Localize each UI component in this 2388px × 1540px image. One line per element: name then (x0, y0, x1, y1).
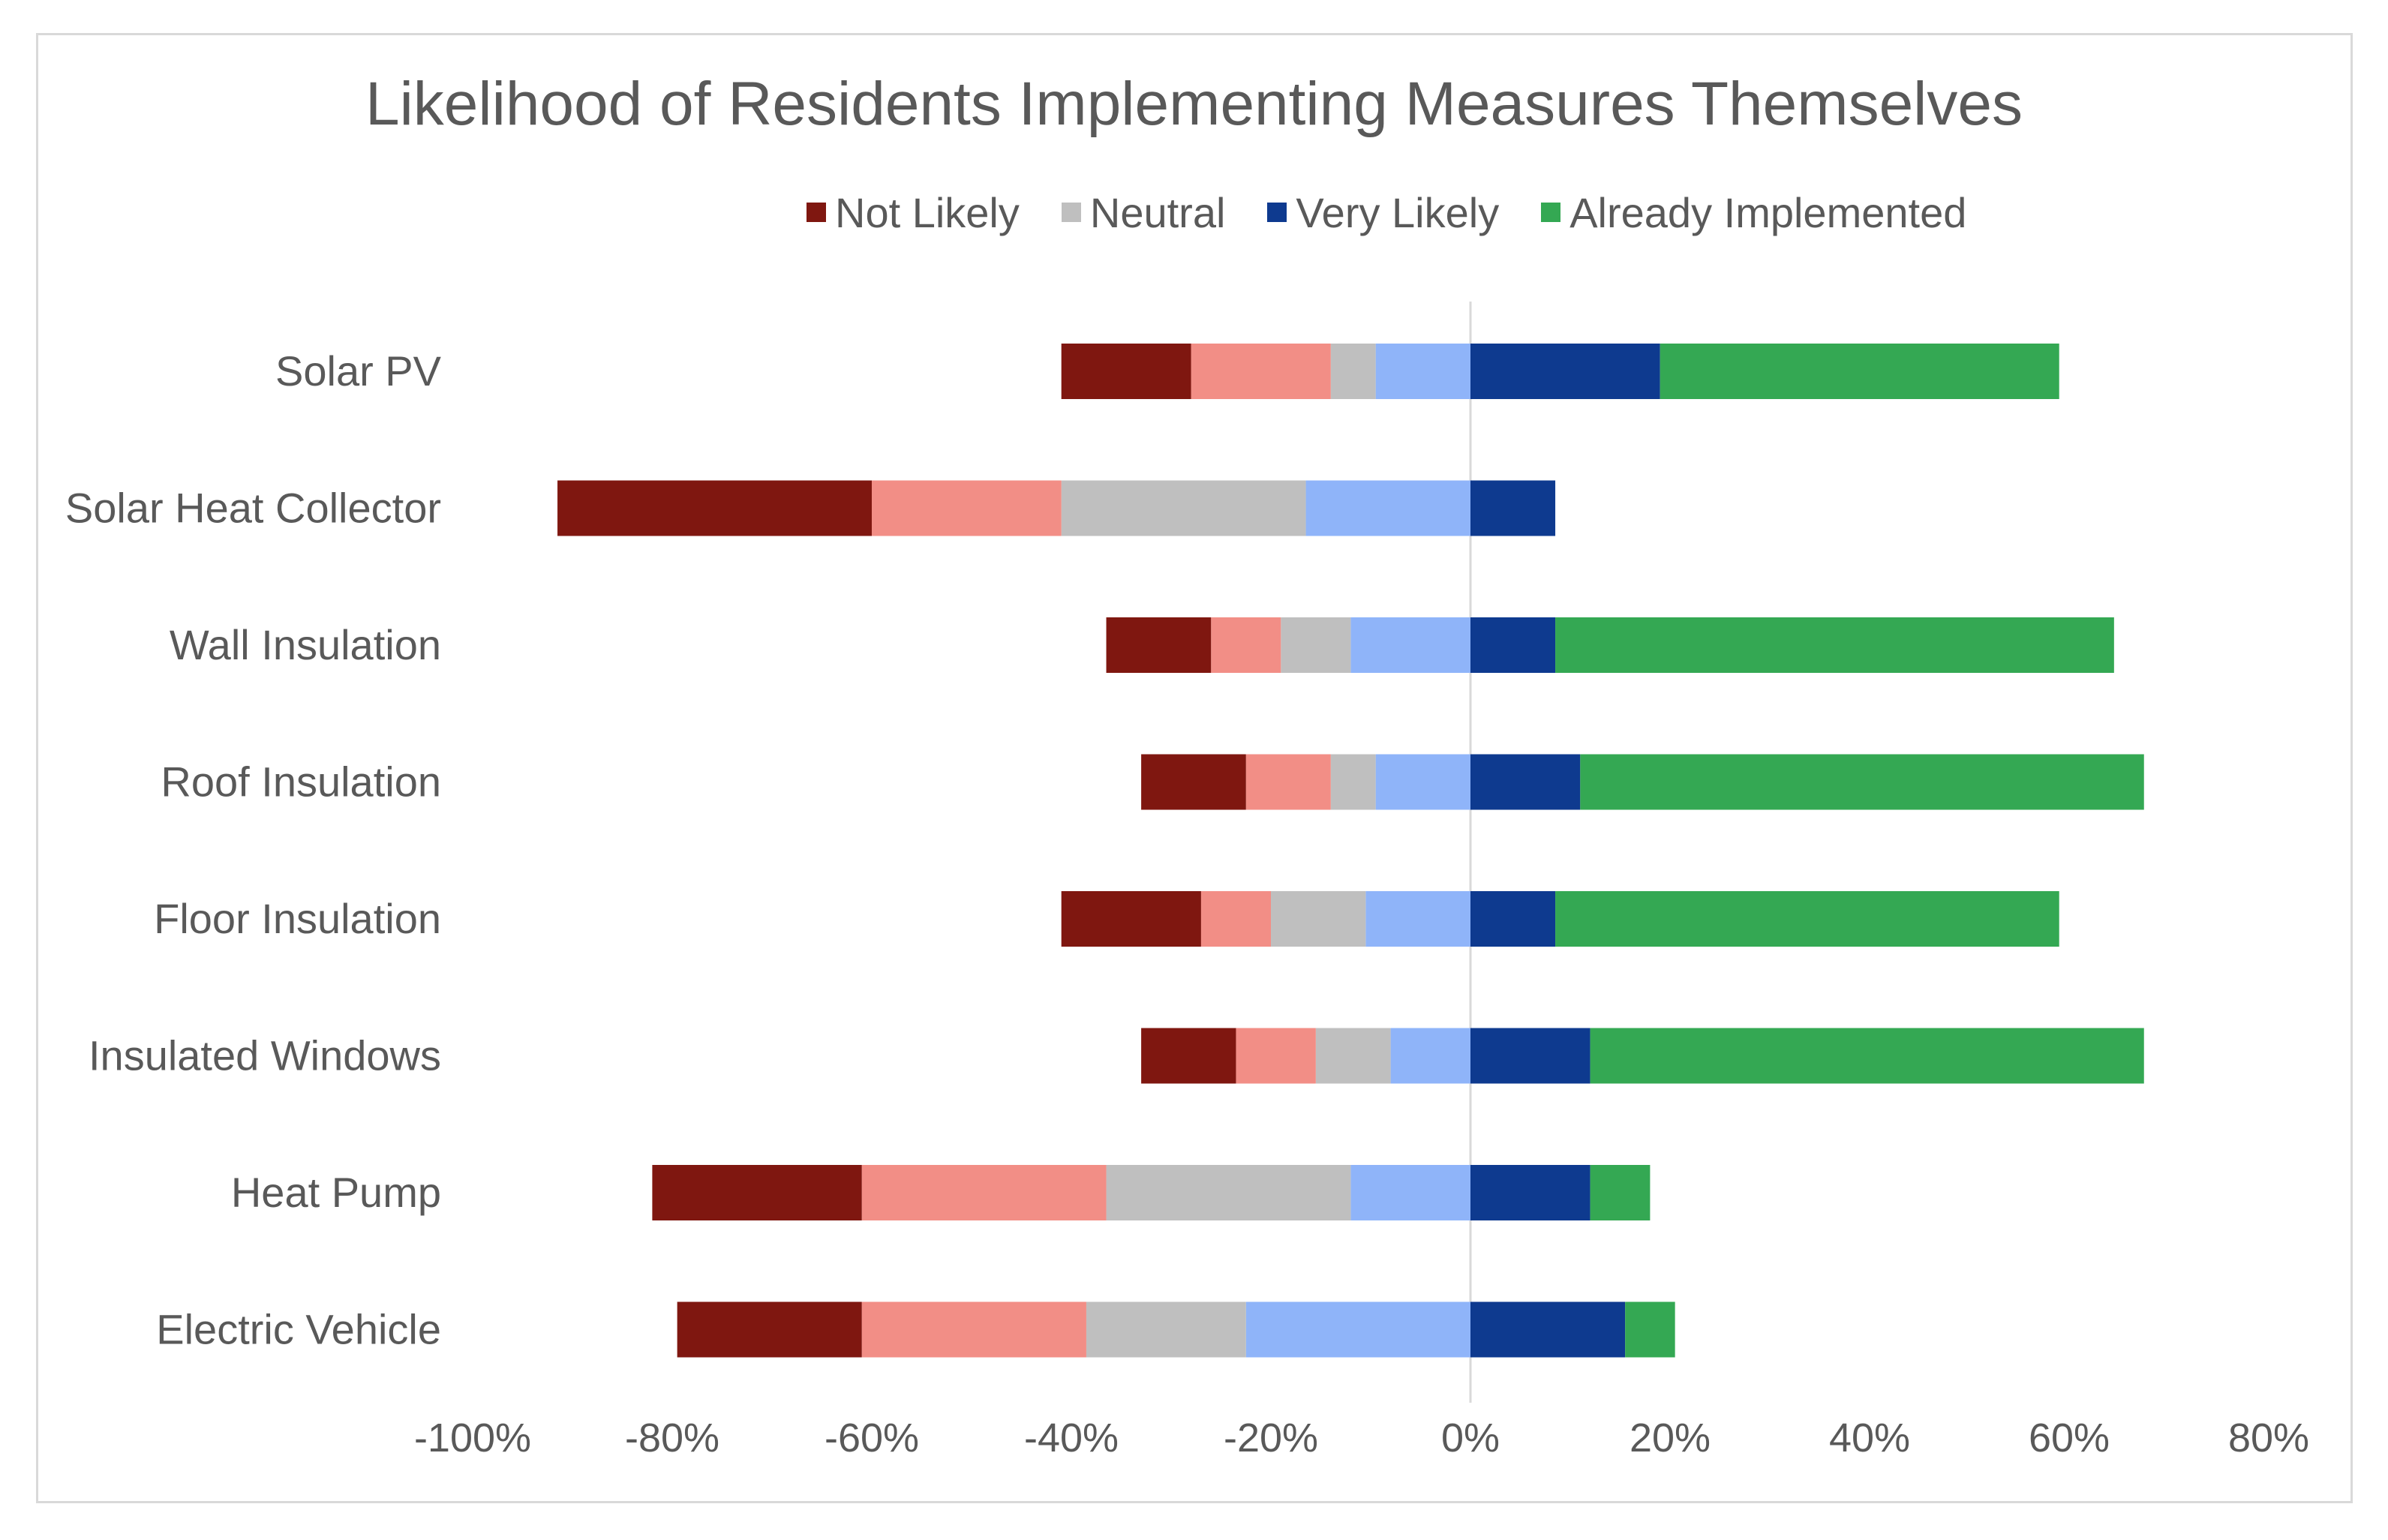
legend-label-not-likely: Not Likely (835, 188, 1020, 236)
category-label-solar-heat-collector: Solar Heat Collector (65, 485, 441, 532)
bar-roof-insulation-somewhat-likely (1375, 754, 1470, 810)
bar-wall-insulation-somewhat-unlikely (1211, 617, 1281, 673)
bar-insulated-windows-very-likely (1470, 1028, 1590, 1084)
category-label-wall-insulation: Wall Insulation (170, 621, 441, 668)
legend-label-neutral: Neutral (1089, 188, 1226, 236)
legend: Not Likely Neutral Very Likely Already I… (807, 186, 2008, 239)
chart-title: Likelihood of Residents Implementing Mea… (365, 70, 2023, 138)
category-label-floor-insulation: Floor Insulation (154, 895, 441, 942)
bar-heat-pump-not-likely (652, 1165, 862, 1220)
bar-electric-vehicle-already-implemented (1625, 1301, 1675, 1358)
bar-solar-pv-already-implemented (1660, 344, 2059, 399)
bar-floor-insulation-not-likely (1061, 891, 1201, 947)
bar-insulated-windows-somewhat-unlikely (1236, 1028, 1316, 1084)
bar-floor-insulation-already-implemented (1555, 891, 2059, 947)
bar-wall-insulation-already-implemented (1555, 617, 2114, 673)
bar-wall-insulation-neutral (1281, 617, 1351, 673)
bar-solar-pv-not-likely (1061, 344, 1191, 399)
bar-solar-pv-neutral (1330, 344, 1376, 399)
bar-solar-pv-somewhat-likely (1375, 344, 1470, 399)
bar-roof-insulation-not-likely (1141, 754, 1246, 810)
bar-wall-insulation-not-likely (1106, 617, 1212, 673)
x-tick-label: -100% (414, 1415, 531, 1460)
legend-label-very-likely: Very Likely (1296, 188, 1500, 236)
legend-item-not-likely: Not Likely (807, 188, 1020, 237)
bar-roof-insulation-very-likely (1470, 754, 1581, 810)
x-tick-label: -80% (625, 1415, 719, 1460)
legend-swatch-already-implemented (1541, 203, 1561, 222)
x-tick-label: 60% (2029, 1415, 2110, 1460)
category-label-heat-pump: Heat Pump (231, 1169, 441, 1216)
bar-wall-insulation-somewhat-likely (1350, 617, 1470, 673)
bar-floor-insulation-somewhat-unlikely (1200, 891, 1271, 947)
category-label-insulated-windows: Insulated Windows (89, 1032, 441, 1079)
bar-solar-heat-collector-not-likely (557, 480, 872, 536)
bar-heat-pump-somewhat-unlikely (861, 1165, 1107, 1220)
category-label-roof-insulation: Roof Insulation (161, 758, 441, 806)
x-tick-label: 40% (1829, 1415, 1910, 1460)
bar-insulated-windows-not-likely (1141, 1028, 1236, 1084)
legend-swatch-neutral (1061, 203, 1081, 222)
legend-label-already-implemented: Already Implemented (1569, 188, 1967, 236)
category-label-solar-pv: Solar PV (275, 347, 442, 395)
bar-insulated-windows-neutral (1315, 1028, 1391, 1084)
legend-item-neutral: Neutral (1061, 188, 1226, 237)
legend-swatch-not-likely (807, 203, 826, 222)
bar-solar-heat-collector-very-likely (1470, 480, 1556, 536)
bar-wall-insulation-very-likely (1470, 617, 1556, 673)
bar-electric-vehicle-neutral (1086, 1301, 1246, 1358)
bar-electric-vehicle-somewhat-unlikely (861, 1301, 1086, 1358)
legend-item-already-implemented: Already Implemented (1541, 188, 1966, 237)
legend-item-very-likely: Very Likely (1267, 188, 1499, 237)
x-tick-label: -40% (1024, 1415, 1119, 1460)
x-tick-label: 80% (2228, 1415, 2309, 1460)
bar-electric-vehicle-very-likely (1470, 1301, 1626, 1358)
x-tick-label: 20% (1630, 1415, 1711, 1460)
legend-swatch-very-likely (1267, 203, 1287, 222)
bar-electric-vehicle-somewhat-likely (1245, 1301, 1470, 1358)
bar-floor-insulation-neutral (1271, 891, 1366, 947)
bar-solar-pv-very-likely (1470, 344, 1660, 399)
bar-floor-insulation-very-likely (1470, 891, 1556, 947)
bar-electric-vehicle-not-likely (677, 1301, 862, 1358)
bar-roof-insulation-already-implemented (1580, 754, 2144, 810)
x-tick-label: 0% (1441, 1415, 1500, 1460)
category-label-electric-vehicle: Electric Vehicle (156, 1306, 441, 1353)
bar-heat-pump-somewhat-likely (1350, 1165, 1470, 1220)
bar-floor-insulation-somewhat-likely (1365, 891, 1470, 947)
bar-insulated-windows-somewhat-likely (1390, 1028, 1470, 1084)
bar-heat-pump-neutral (1106, 1165, 1351, 1220)
bar-heat-pump-very-likely (1470, 1165, 1590, 1220)
bar-solar-heat-collector-somewhat-unlikely (872, 480, 1062, 536)
bar-insulated-windows-already-implemented (1590, 1028, 2144, 1084)
x-tick-label: -60% (825, 1415, 919, 1460)
x-tick-label: -20% (1224, 1415, 1318, 1460)
bar-heat-pump-already-implemented (1590, 1165, 1651, 1220)
bar-solar-pv-somewhat-unlikely (1191, 344, 1331, 399)
bar-solar-heat-collector-neutral (1061, 480, 1306, 536)
bar-roof-insulation-somewhat-unlikely (1245, 754, 1331, 810)
bar-solar-heat-collector-somewhat-likely (1305, 480, 1470, 536)
bar-roof-insulation-neutral (1330, 754, 1376, 810)
